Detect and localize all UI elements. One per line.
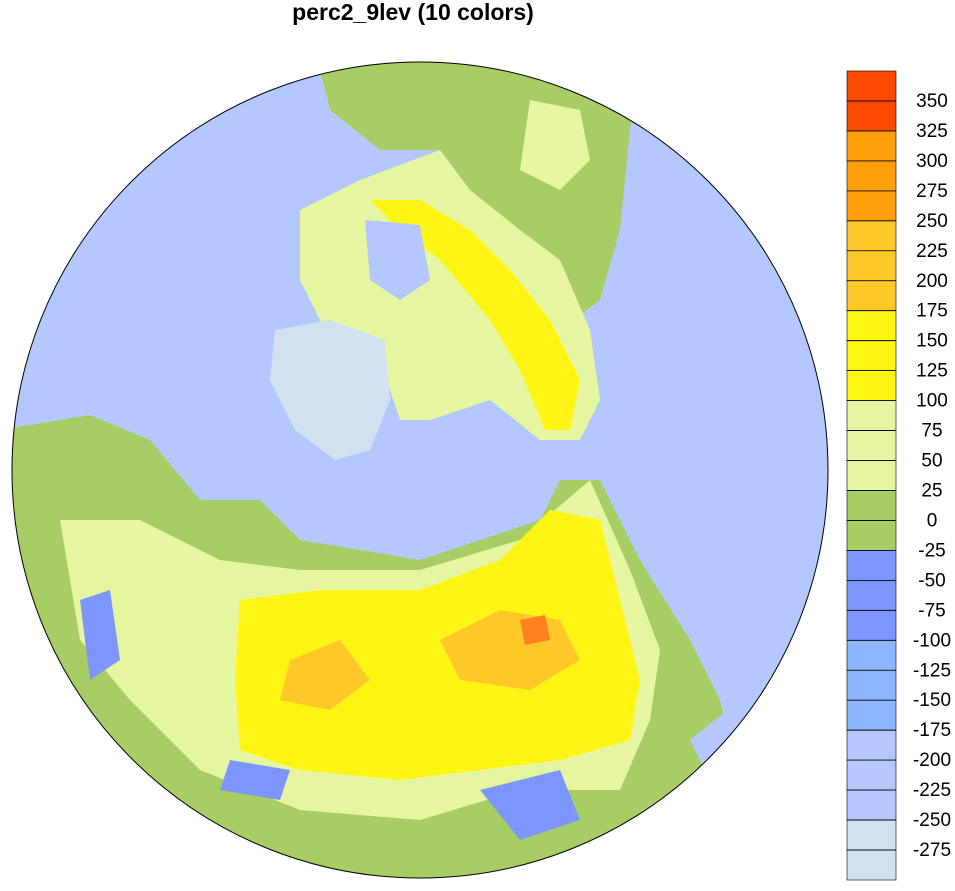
colorbar-label: 50 [921, 451, 942, 472]
greenland [270, 320, 390, 460]
hudson-bay [365, 220, 430, 300]
colorbar-label: -225 [913, 780, 951, 801]
colorbar-box [846, 699, 897, 731]
colorbar-label: 350 [916, 91, 948, 112]
colorbar-box [846, 400, 897, 431]
colorbar-box [846, 639, 897, 671]
colorbar-label: -150 [913, 690, 951, 711]
colorbar-label: 25 [921, 480, 942, 501]
colorbar-box [846, 759, 897, 791]
colorbar-label: -125 [913, 660, 951, 681]
colorbar-box [846, 819, 897, 851]
colorbar-box [846, 310, 897, 341]
colorbar-label: -200 [913, 750, 951, 771]
colorbar-label: -50 [918, 570, 945, 591]
land-blue [80, 590, 120, 680]
colorbar: 3503253002752502252001751501251007550250… [846, 70, 951, 881]
colorbar-label: -275 [913, 840, 951, 861]
colorbar-box [846, 430, 897, 461]
colorbar-box [846, 669, 897, 701]
colorbar-box [846, 160, 897, 192]
colorbar-label: 125 [916, 361, 948, 382]
colorbar-label: 200 [916, 271, 948, 292]
colorbar-box [846, 190, 897, 222]
colorbar-box [846, 460, 897, 491]
map [12, 62, 828, 878]
colorbar-box [846, 100, 897, 132]
colorbar-box [846, 280, 897, 312]
colorbar-label: 300 [916, 151, 948, 172]
land-yellow [235, 510, 640, 780]
colorbar-label: 75 [921, 421, 942, 442]
colorbar-label: -100 [913, 630, 951, 651]
colorbar-box [846, 849, 897, 881]
land-lightyellow [520, 100, 590, 190]
colorbar-label: 325 [916, 121, 948, 142]
colorbar-label: -25 [918, 540, 945, 561]
land-red [520, 615, 550, 645]
colorbar-label: -250 [913, 810, 951, 831]
colorbar-box [846, 520, 897, 551]
colorbar-box [846, 580, 897, 611]
colorbar-box [846, 550, 897, 581]
land-blue [480, 770, 580, 840]
map-border [11, 61, 829, 879]
colorbar-box [846, 490, 897, 521]
colorbar-label: 150 [916, 331, 948, 352]
land-yellow [370, 200, 580, 430]
land-blue [220, 760, 290, 800]
colorbar-label: 175 [916, 301, 948, 322]
colorbar-label: -75 [918, 600, 945, 621]
land-orange [280, 640, 370, 710]
colorbar-box [846, 370, 897, 401]
colorbar-label: 225 [916, 241, 948, 262]
colorbar-label: 250 [916, 211, 948, 232]
colorbar-box [846, 220, 897, 252]
colorbar-label: -175 [913, 720, 951, 741]
colorbar-box [846, 610, 897, 641]
colorbar-box [846, 250, 897, 282]
colorbar-label: 100 [916, 391, 948, 412]
colorbar-box [846, 340, 897, 371]
colorbar-box [846, 729, 897, 761]
colorbar-label: 0 [927, 510, 938, 531]
colorbar-box [846, 70, 897, 102]
colorbar-label: 275 [916, 181, 948, 202]
colorbar-box [846, 789, 897, 821]
title: perc2_9lev (10 colors) [292, 0, 534, 25]
colorbar-box [846, 130, 897, 162]
